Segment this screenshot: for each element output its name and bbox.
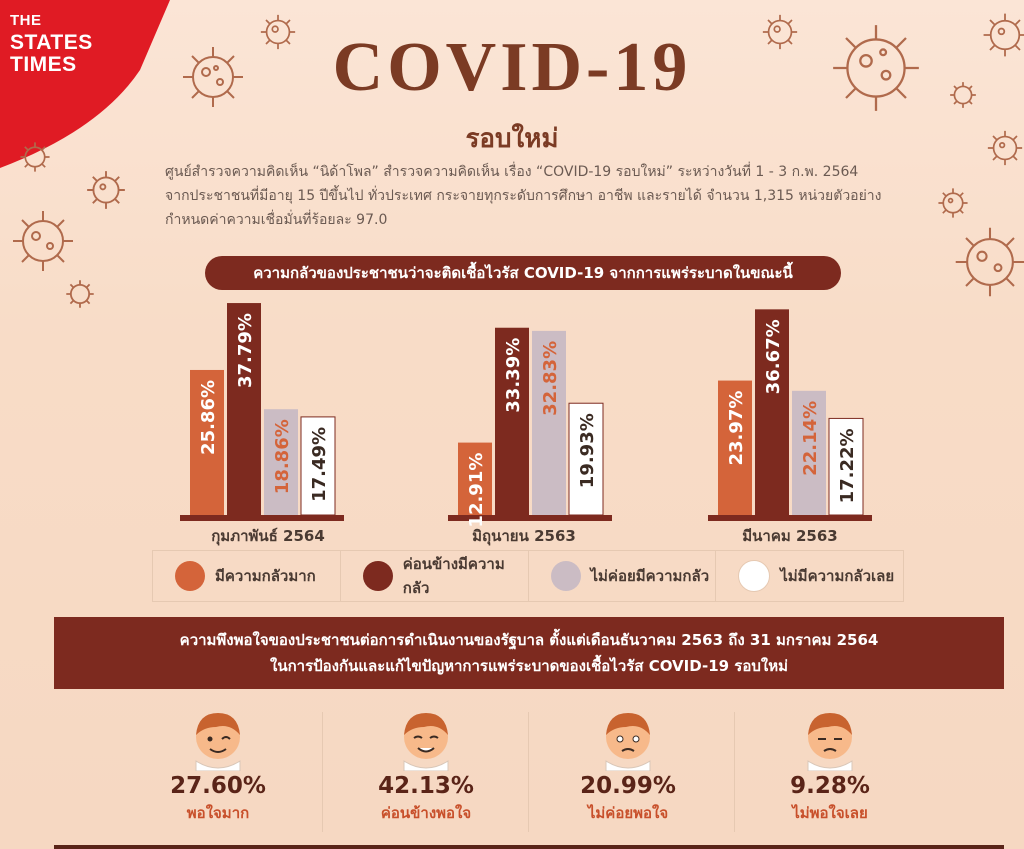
legend-swatch [175, 561, 205, 591]
virus-icon [987, 130, 1023, 166]
bar-not-very-afraid [792, 390, 826, 515]
bar-value-label: 17.22% [837, 428, 858, 503]
smile-face-icon [403, 713, 449, 771]
legend-label: ค่อนข้างมีความกลัว [402, 555, 505, 597]
bar-value-label: 18.86% [272, 419, 293, 494]
satisfaction-title-line: ในการป้องกันและแก้ไขปัญหาการแพร่ระบาดของ… [270, 657, 788, 675]
virus-icon [13, 211, 73, 271]
baseline [448, 515, 612, 521]
worried-face-icon [605, 713, 651, 771]
bar-quite-afraid [227, 303, 261, 515]
satisfaction-item: 9.28% ไม่พอใจเลย [730, 705, 930, 825]
virus-icon [983, 13, 1024, 57]
bar-not-afraid [300, 416, 336, 516]
satisfaction-label: ไม่พอใจเลย [792, 804, 868, 822]
satisfaction-label: พอใจมาก [186, 804, 250, 822]
legend-item-very-afraid: มีความกลัวมาก [153, 551, 341, 601]
divider [322, 712, 323, 832]
legend-label: มีความกลัวมาก [215, 567, 316, 585]
virus-icon [938, 188, 968, 218]
satisfaction-banner: ความพึงพอใจของประชาชนต่อการดำเนินงานของร… [54, 617, 1004, 689]
bar-not-very-afraid [264, 409, 298, 515]
virus-icon [833, 25, 919, 111]
bar-value-label: 23.97% [726, 391, 747, 466]
satisfaction-value: 20.99% [580, 773, 676, 799]
satisfaction-item: 20.99% ไม่ค่อยพอใจ [528, 705, 728, 825]
satisfaction-label: ไม่ค่อยพอใจ [587, 804, 669, 822]
divider [528, 712, 529, 832]
category-label: กุมภาพันธ์ 2564 [211, 527, 325, 545]
bar-value-label: 17.49% [309, 427, 330, 502]
category-label: มีนาคม 2563 [742, 527, 838, 545]
bar-quite-afraid [495, 327, 529, 515]
wink-face-icon [195, 713, 241, 771]
bar-quite-afraid [755, 309, 789, 515]
legend-swatch [738, 560, 771, 592]
bottom-rule [54, 845, 1004, 849]
bar-value-label: 22.14% [800, 401, 821, 476]
chart-legend: มีความกลัวมาก ค่อนข้างมีความกลัว ไม่ค่อย… [152, 550, 904, 602]
virus-icon [66, 280, 94, 308]
bar-very-afraid [190, 369, 224, 515]
description-line: กำหนดค่าความเชื่อมั่นที่ร้อยละ 97.0 [165, 212, 388, 228]
virus-icon [950, 82, 976, 108]
satisfaction-item: 27.60% พอใจมาก [118, 705, 318, 825]
brand-wordmark: THE STATES TIMES [10, 10, 93, 76]
sad-face-icon [807, 713, 853, 771]
bar-not-afraid [568, 402, 604, 516]
satisfaction-value: 27.60% [170, 773, 266, 799]
satisfaction-value: 9.28% [790, 773, 870, 799]
bar-not-very-afraid [532, 330, 566, 515]
category-label: มิถุนายน 2563 [472, 527, 576, 545]
satisfaction-label: ค่อนข้างพอใจ [380, 804, 472, 822]
virus-icon [87, 171, 125, 209]
satisfaction-title-line: ความพึงพอใจของประชาชนต่อการดำเนินงานของร… [179, 631, 879, 649]
virus-icon [762, 14, 798, 50]
brand-line-3: TIMES [10, 53, 77, 76]
bar-value-label: 12.91% [466, 453, 487, 528]
legend-label: ไม่มีความกลัวเลย [780, 567, 895, 585]
bar-very-afraid [458, 442, 492, 515]
legend-swatch [550, 561, 581, 591]
description-line: จากประชาชนที่มีอายุ 15 ปีขึ้นไป ทั่วประเ… [165, 188, 882, 204]
legend-label: ไม่ค่อยมีความกลัว [590, 567, 710, 585]
virus-icon [183, 47, 243, 107]
chart-title: ความกลัวของประชาชนว่าจะติดเชื้อไวรัส COV… [205, 256, 841, 290]
bar-not-afraid [828, 417, 864, 516]
bar-value-label: 33.39% [503, 338, 524, 413]
bar-value-label: 37.79% [235, 313, 256, 388]
page-title: COVID-19 [332, 29, 692, 106]
brand-line-1: THE [10, 12, 42, 29]
legend-item-not-afraid: ไม่มีความกลัวเลย [716, 551, 903, 601]
page-subtitle: รอบใหม่ [465, 124, 559, 154]
virus-icon [260, 14, 296, 50]
baseline [180, 515, 344, 521]
bar-very-afraid [718, 380, 752, 515]
bar-value-label: 32.83% [540, 341, 561, 416]
legend-swatch [362, 561, 393, 591]
satisfaction-value: 42.13% [378, 773, 474, 799]
brand-line-2: STATES [10, 31, 93, 54]
bar-value-label: 25.86% [198, 380, 219, 455]
satisfaction-item: 42.13% ค่อนข้างพอใจ [326, 705, 526, 825]
bar-value-label: 19.93% [577, 413, 598, 488]
divider [734, 712, 735, 832]
virus-icon [20, 142, 50, 172]
legend-item-not-very-afraid: ไม่ค่อยมีความกลัว [529, 551, 717, 601]
brand-logo [0, 0, 170, 168]
baseline [708, 515, 872, 521]
legend-item-quite-afraid: ค่อนข้างมีความกลัว [341, 551, 529, 601]
bar-value-label: 36.67% [763, 319, 784, 394]
virus-icon [955, 227, 1024, 297]
survey-description: ศูนย์สำรวจความคิดเห็น “นิด้าโพล” สำรวจคว… [165, 160, 925, 232]
description-line: ศูนย์สำรวจความคิดเห็น “นิด้าโพล” สำรวจคว… [165, 164, 859, 180]
